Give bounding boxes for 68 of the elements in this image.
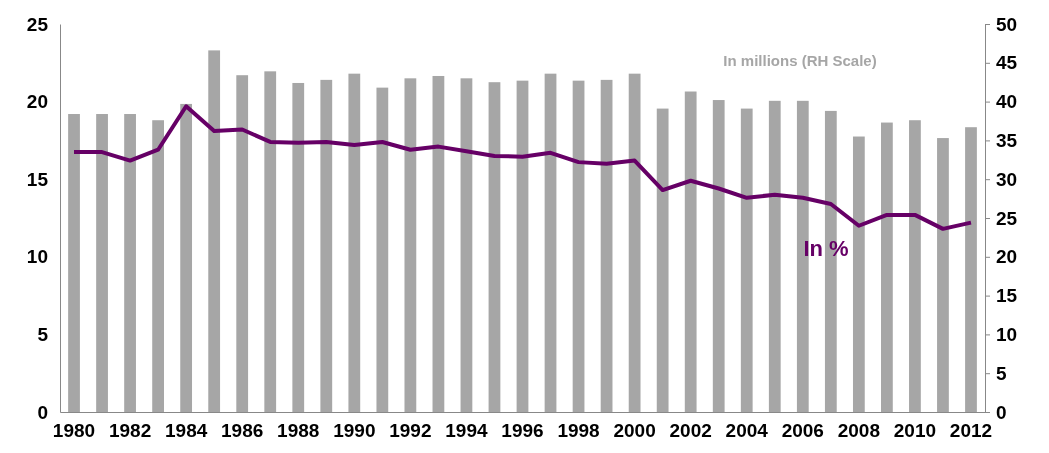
x-tick-label: 1988 <box>277 420 320 442</box>
bar <box>712 100 725 412</box>
bar <box>656 108 669 412</box>
bar <box>881 122 893 412</box>
x-tick-label: 1984 <box>165 420 208 442</box>
x-tick-label: 2008 <box>837 420 880 442</box>
x-tick-label: 1982 <box>108 420 152 442</box>
bar <box>740 108 753 412</box>
y-tick-label: 20 <box>26 91 48 113</box>
bar <box>544 73 557 412</box>
y2-tick-label: 20 <box>996 246 1018 268</box>
x-tick-label: 2002 <box>669 420 712 442</box>
x-tick-label: 2010 <box>893 420 937 442</box>
y-tick-label: 25 <box>26 13 49 35</box>
bar <box>768 100 781 412</box>
bar <box>404 78 417 412</box>
y2-tick-label: 15 <box>996 285 1018 307</box>
series-label: In % <box>803 236 849 261</box>
y2-tick-label: 10 <box>996 323 1018 345</box>
bar <box>909 120 921 412</box>
bar <box>236 75 249 412</box>
x-tick-label: 1980 <box>52 420 96 442</box>
bar <box>68 114 80 412</box>
x-tick-label: 2004 <box>725 420 769 442</box>
bar <box>152 120 164 412</box>
line-series <box>72 104 973 231</box>
x-tick-label: 2000 <box>613 420 656 442</box>
y2-tick-label: 40 <box>996 91 1018 113</box>
bar <box>96 114 108 412</box>
x-tick-label: 2006 <box>781 420 824 442</box>
x-tick-label: 1986 <box>221 420 264 442</box>
y-tick-label: 0 <box>37 401 48 423</box>
bar <box>516 80 529 412</box>
bar <box>852 136 865 412</box>
x-tick-label: 2012 <box>949 420 993 442</box>
bar <box>600 79 613 412</box>
x-tick-label: 1996 <box>501 420 544 442</box>
y2-tick-label: 30 <box>996 168 1018 190</box>
y2-tick-label: 45 <box>996 52 1018 74</box>
y2-tick-label: 0 <box>996 401 1007 423</box>
x-tick-label: 1994 <box>445 420 488 442</box>
y-tick-label: 5 <box>37 323 49 345</box>
y2-tick-label: 35 <box>996 129 1018 151</box>
bar <box>488 82 501 412</box>
text: In millions (RH Scale) <box>723 52 877 69</box>
bar <box>432 75 445 412</box>
y2-tick-label: 50 <box>996 13 1018 35</box>
x-tick-label: 1990 <box>333 420 376 442</box>
y2-tick-label: 25 <box>996 207 1018 229</box>
bar <box>264 71 277 412</box>
bar <box>124 114 136 412</box>
bar <box>320 79 333 412</box>
bar <box>376 87 389 412</box>
bar <box>937 138 949 412</box>
bar <box>180 103 193 412</box>
y-tick-label: 15 <box>26 168 49 190</box>
bar <box>348 73 361 412</box>
y2-tick-label: 5 <box>996 362 1007 384</box>
bar <box>460 78 473 412</box>
x-tick-label: 1998 <box>557 420 600 442</box>
bar <box>208 50 221 412</box>
bar <box>572 80 585 412</box>
bar <box>292 82 305 412</box>
x-tick-label: 1992 <box>389 420 432 442</box>
bar <box>965 127 977 412</box>
bar <box>628 73 641 412</box>
bar <box>684 91 697 412</box>
y-tick-label: 10 <box>26 246 48 268</box>
